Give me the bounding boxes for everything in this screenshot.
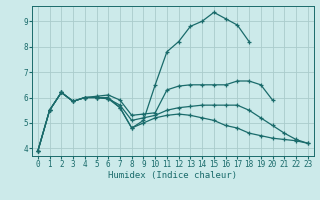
X-axis label: Humidex (Indice chaleur): Humidex (Indice chaleur): [108, 171, 237, 180]
